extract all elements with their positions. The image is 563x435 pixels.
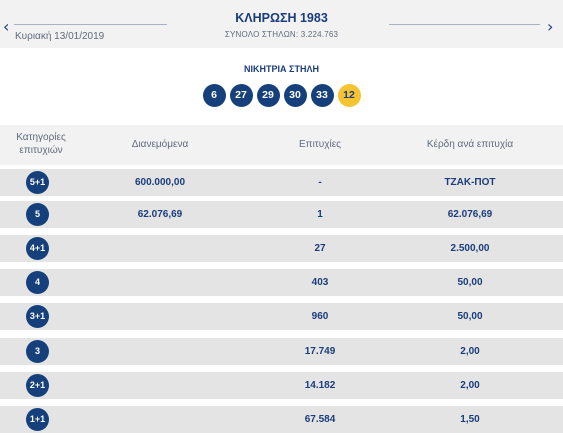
category-badge: 3 xyxy=(26,340,49,363)
table-row: 2+1 14.182 2,00 xyxy=(0,372,563,399)
distributed-cell xyxy=(110,406,210,433)
distributed-cell: 62.076,69 xyxy=(137,209,183,220)
winning-number-ball: 29 xyxy=(256,84,280,107)
winning-number-ball: 30 xyxy=(283,84,307,107)
category-badge: 2+1 xyxy=(26,374,49,397)
table-row: 3+1 960 50,00 xyxy=(0,303,563,330)
winning-number-ball: 6 xyxy=(202,84,226,107)
table-row: 5+1 600.000,00 - ΤΖΑΚ-ΠΟΤ xyxy=(0,169,563,196)
divider xyxy=(14,24,167,25)
results-table-header: Κατηγορίες επιτυχιών Διανεμόμενα Επιτυχί… xyxy=(0,125,563,165)
chevron-right-icon[interactable]: › xyxy=(547,17,554,36)
winning-number-ball: 33 xyxy=(310,84,334,107)
category-header-line2: επιτυχιών xyxy=(19,145,63,156)
column-header-category: Κατηγορίες επιτυχιών xyxy=(0,131,82,157)
table-row: 3 17.749 2,00 xyxy=(0,338,563,365)
successes-cell: 403 xyxy=(311,277,329,288)
prize-cell: ΤΖΑΚ-ΠΟΤ xyxy=(444,177,496,188)
successes-cell: 14.182 xyxy=(304,380,336,391)
divider xyxy=(389,24,540,25)
winning-number-ball: 27 xyxy=(229,84,253,107)
distributed-cell xyxy=(110,338,210,365)
draw-header: ‹ Κυριακή 13/01/2019 ΚΛΗΡΩΣΗ 1983 ΣΥΝΟΛΟ… xyxy=(0,0,563,48)
prize-cell: 1,50 xyxy=(460,414,480,425)
category-badge: 1+1 xyxy=(26,408,49,431)
distributed-cell xyxy=(110,235,210,262)
joker-number-ball: 12 xyxy=(337,84,361,107)
successes-cell: 27 xyxy=(314,243,326,254)
distributed-cell xyxy=(110,269,210,296)
prize-cell: 50,00 xyxy=(457,277,483,288)
successes-cell: 960 xyxy=(311,311,329,322)
category-header-line1: Κατηγορίες xyxy=(16,132,66,143)
draw-title: ΚΛΗΡΩΣΗ 1983 xyxy=(235,11,328,25)
successes-cell: - xyxy=(318,177,322,188)
distributed-cell xyxy=(110,303,210,330)
column-header-successes: Επιτυχίες xyxy=(299,139,341,150)
draw-date: Κυριακή 13/01/2019 xyxy=(15,31,105,42)
table-row: 5 62.076,69 1 62.076,69 xyxy=(0,201,563,228)
winning-numbers: 6 27 29 30 33 12 xyxy=(0,84,563,107)
winning-column-label: ΝΙΚΗΤΡΙΑ ΣΤΗΛΗ xyxy=(244,64,319,74)
prize-cell: 2,00 xyxy=(460,380,480,391)
table-row: 4 403 50,00 xyxy=(0,269,563,296)
total-columns: ΣΥΝΟΛΟ ΣΤΗΛΩΝ: 3.224.763 xyxy=(224,30,339,39)
distributed-cell xyxy=(110,372,210,399)
category-badge: 5 xyxy=(26,203,49,226)
prize-cell: 2.500,00 xyxy=(450,243,490,254)
prize-cell: 62.076,69 xyxy=(447,209,493,220)
category-badge: 4 xyxy=(26,271,49,294)
category-badge: 3+1 xyxy=(26,305,49,328)
column-header-prize: Κέρδη ανά επιτυχία xyxy=(426,139,514,150)
table-row: 4+1 27 2.500,00 xyxy=(0,235,563,262)
table-row: 1+1 67.584 1,50 xyxy=(0,406,563,433)
successes-cell: 67.584 xyxy=(304,414,336,425)
successes-cell: 17.749 xyxy=(304,346,336,357)
column-header-distributed: Διανεμόμενα xyxy=(131,139,189,150)
category-badge: 5+1 xyxy=(26,171,49,194)
prize-cell: 50,00 xyxy=(457,311,483,322)
distributed-cell: 600.000,00 xyxy=(134,177,186,188)
category-badge: 4+1 xyxy=(26,237,49,260)
successes-cell: 1 xyxy=(317,209,323,220)
prize-cell: 2,00 xyxy=(460,346,480,357)
chevron-left-icon[interactable]: ‹ xyxy=(3,17,10,36)
